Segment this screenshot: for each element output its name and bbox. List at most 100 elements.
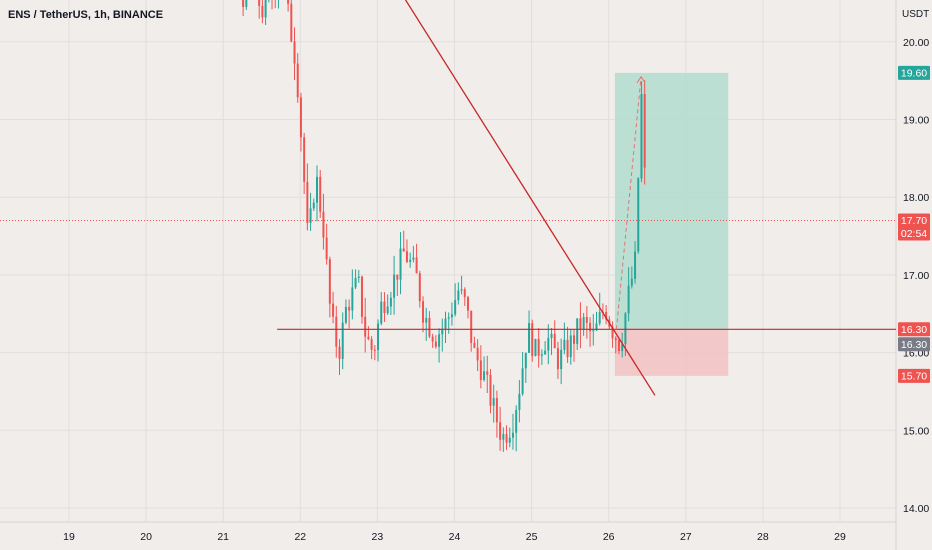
candle-body xyxy=(540,354,543,356)
candle-body xyxy=(566,339,569,358)
candle-body xyxy=(550,333,553,338)
candle-body xyxy=(383,301,386,314)
trendline xyxy=(404,0,656,396)
symbol-title[interactable]: ENS / TetherUS, 1h, BINANCE xyxy=(8,9,164,21)
candle-body xyxy=(293,41,296,64)
candle-body xyxy=(518,393,521,410)
candle-body xyxy=(595,323,598,331)
candle-body xyxy=(412,257,415,260)
candle-body xyxy=(393,274,396,298)
x-tick-label: 28 xyxy=(757,531,769,543)
y-tick-label: 18.00 xyxy=(903,192,929,204)
candle-body xyxy=(370,339,373,350)
candle-body xyxy=(335,316,338,347)
candle-body xyxy=(492,398,495,406)
candle-body xyxy=(476,347,479,361)
candle-body xyxy=(447,317,450,319)
candle-body xyxy=(258,0,261,6)
candle-body xyxy=(466,297,469,311)
candle-body xyxy=(521,368,524,394)
candle-body xyxy=(563,339,566,350)
candle-body xyxy=(287,0,290,4)
x-tick-label: 23 xyxy=(372,531,384,543)
currency-label: USDT xyxy=(902,9,930,20)
candle-body xyxy=(524,352,527,369)
candle-body xyxy=(290,3,293,42)
candle-body xyxy=(643,94,646,168)
candle-body xyxy=(328,259,331,304)
candle-body xyxy=(332,303,335,317)
candle-body xyxy=(614,338,617,341)
candle-body xyxy=(357,276,360,278)
candle-body xyxy=(630,278,633,286)
price-label-text: 15.70 xyxy=(901,370,927,382)
price-label-text: 19.60 xyxy=(901,67,927,79)
projection-arrow xyxy=(615,76,642,330)
candle-body xyxy=(245,0,248,7)
price-label-countdown: 02:54 xyxy=(901,228,927,240)
candle-body xyxy=(386,306,389,314)
price-label-text: 17.70 xyxy=(901,215,927,227)
y-tick-label: 14.00 xyxy=(903,503,929,515)
candle-body xyxy=(341,322,344,359)
candle-body xyxy=(296,63,299,98)
candle-body xyxy=(579,318,582,330)
candle-body xyxy=(303,137,306,182)
candle-body xyxy=(441,328,444,335)
price-label-box xyxy=(898,213,930,241)
candle-body xyxy=(316,176,319,203)
candle-body xyxy=(338,346,341,359)
candle-body xyxy=(396,274,399,280)
price-label-box xyxy=(898,322,930,337)
candle-body xyxy=(438,334,441,347)
candle-body xyxy=(637,178,640,252)
candle-body xyxy=(344,306,347,323)
candle-body xyxy=(264,0,267,18)
candle-body xyxy=(489,374,492,406)
candle-body xyxy=(354,277,357,288)
candle-body xyxy=(360,276,363,317)
candle-body xyxy=(515,409,518,433)
candle-body xyxy=(402,248,405,252)
candle-body xyxy=(556,348,559,370)
candle-body xyxy=(531,323,534,356)
candle-body xyxy=(547,337,550,351)
candle-body xyxy=(457,290,460,301)
candle-body xyxy=(463,289,466,298)
candle-body xyxy=(495,398,498,423)
candle-body xyxy=(640,94,643,179)
price-label-box xyxy=(898,65,930,80)
candle-body xyxy=(617,340,620,352)
candle-body xyxy=(434,341,437,347)
candle-body xyxy=(431,336,434,342)
candle-body xyxy=(569,335,572,358)
candle-body xyxy=(553,333,556,349)
price-label-box xyxy=(898,368,930,383)
candle-body xyxy=(450,314,453,318)
x-tick-label: 24 xyxy=(449,531,461,543)
candle-body xyxy=(537,339,540,356)
y-tick-label: 20.00 xyxy=(903,37,929,49)
candle-body xyxy=(373,349,376,351)
candle-body xyxy=(528,323,531,353)
x-tick-label: 26 xyxy=(603,531,615,543)
candle-body xyxy=(319,176,322,212)
candle-body xyxy=(425,318,428,323)
candle-body xyxy=(415,257,418,274)
candle-body xyxy=(299,97,302,138)
candle-body xyxy=(399,248,402,280)
candle-body xyxy=(322,211,325,238)
candle-body xyxy=(486,371,489,375)
candle-body xyxy=(306,181,309,223)
candle-body xyxy=(573,335,576,344)
candle-body xyxy=(309,208,312,223)
candle-body xyxy=(444,318,447,329)
candle-body xyxy=(242,0,245,7)
candle-body xyxy=(389,297,392,307)
candle-body xyxy=(544,350,547,355)
candle-body xyxy=(422,301,425,323)
x-tick-label: 20 xyxy=(140,531,152,543)
candle-body xyxy=(483,371,486,380)
x-tick-label: 22 xyxy=(294,531,306,543)
